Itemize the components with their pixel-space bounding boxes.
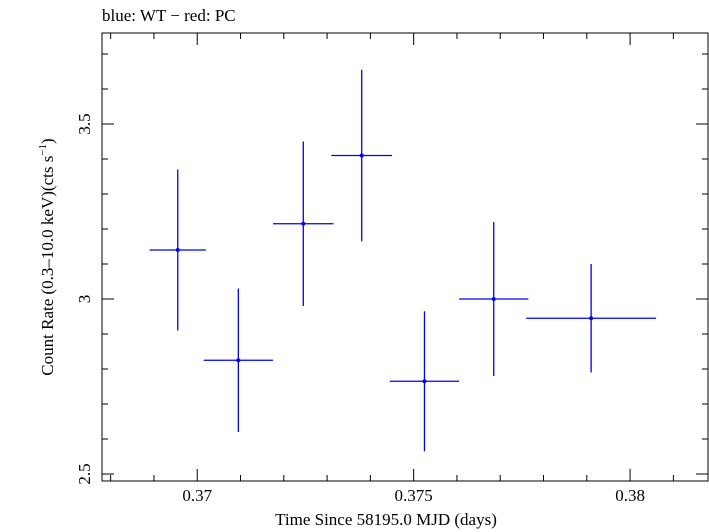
chart-title: blue: WT − red: PC bbox=[102, 6, 236, 25]
x-tick-label: 0.375 bbox=[395, 486, 433, 505]
y-tick-label: 2.5 bbox=[75, 463, 94, 484]
x-tick-label: 0.38 bbox=[615, 486, 645, 505]
data-point bbox=[331, 69, 393, 242]
point-marker bbox=[359, 153, 364, 158]
y-axis-label-superscript: −1 bbox=[37, 144, 49, 156]
plot-frame bbox=[101, 32, 709, 482]
y-axis-label: Count Rate (0.3–10.0 keV)(cts s−1) bbox=[37, 138, 57, 375]
data-points bbox=[149, 69, 657, 452]
x-tick-label: 0.37 bbox=[182, 486, 212, 505]
point-marker bbox=[236, 358, 241, 363]
data-point bbox=[272, 141, 334, 306]
point-marker bbox=[301, 221, 306, 226]
point-marker bbox=[491, 297, 496, 301]
axis-ticks: 0.37 0.375 0.38 2.5 3 3.5 bbox=[75, 33, 708, 505]
y-tick-label: 3.5 bbox=[75, 113, 94, 134]
data-point bbox=[203, 288, 273, 432]
point-marker bbox=[175, 248, 180, 252]
point-marker bbox=[422, 379, 427, 384]
data-point bbox=[149, 169, 206, 331]
data-point bbox=[459, 222, 529, 376]
data-point bbox=[389, 311, 460, 452]
point-marker bbox=[589, 316, 594, 321]
y-axis-label-close: ) bbox=[38, 138, 57, 144]
y-axis-label-main: Count Rate (0.3–10.0 keV)(cts s bbox=[38, 156, 57, 376]
y-tick-label: 3 bbox=[75, 295, 94, 304]
x-axis-label: Time Since 58195.0 MJD (days) bbox=[275, 510, 497, 529]
data-point bbox=[526, 264, 657, 373]
